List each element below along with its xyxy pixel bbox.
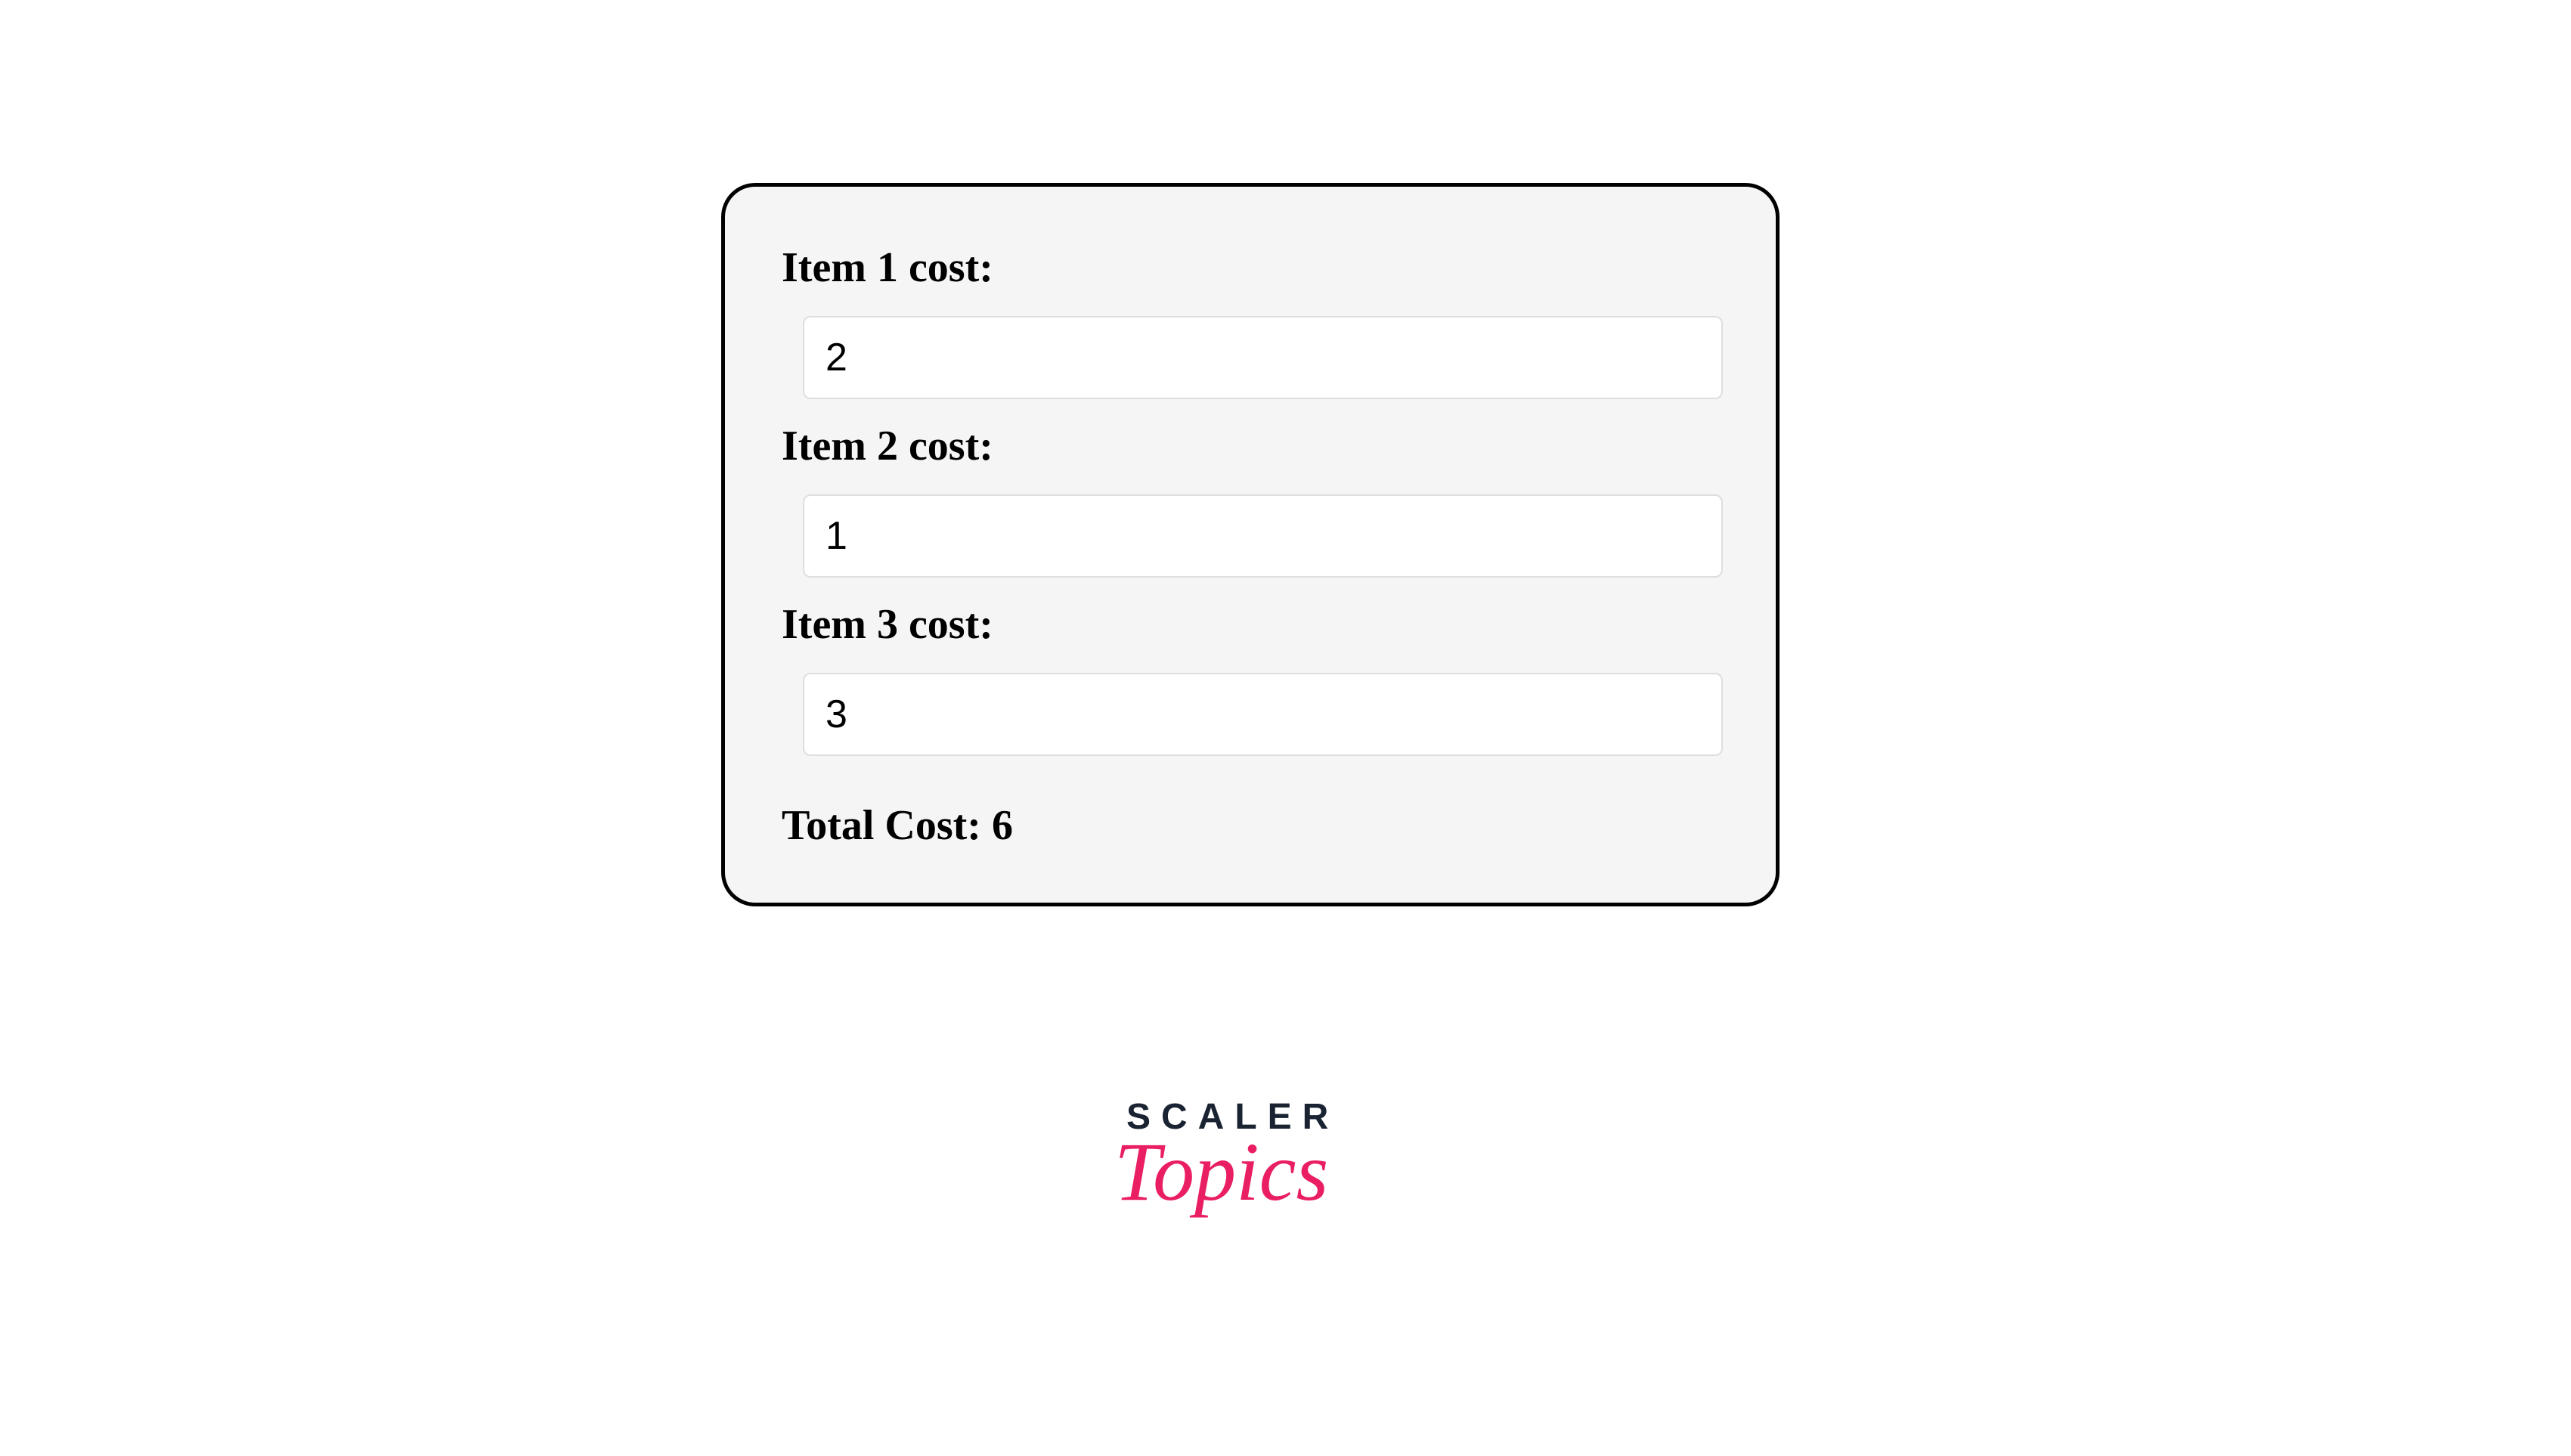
brand-line2: Topics xyxy=(1104,1124,1339,1220)
item-1-field-group: Item 1 cost: xyxy=(782,243,1730,399)
total-cost-value: 6 xyxy=(992,802,1013,849)
item-3-input[interactable] xyxy=(803,673,1723,756)
cost-form-card: Item 1 cost: Item 2 cost: Item 3 cost: T… xyxy=(721,183,1780,906)
total-cost-label: Total Cost: xyxy=(782,802,992,849)
total-cost-row: Total Cost: 6 xyxy=(782,801,1730,850)
item-2-input[interactable] xyxy=(803,494,1723,578)
item-1-label: Item 1 cost: xyxy=(782,243,1730,292)
scaler-topics-logo: SCALER Topics xyxy=(1126,1096,1339,1220)
item-3-field-group: Item 3 cost: xyxy=(782,600,1730,756)
item-3-label: Item 3 cost: xyxy=(782,600,1730,649)
item-1-input[interactable] xyxy=(803,316,1723,399)
item-2-field-group: Item 2 cost: xyxy=(782,422,1730,578)
item-2-label: Item 2 cost: xyxy=(782,422,1730,470)
